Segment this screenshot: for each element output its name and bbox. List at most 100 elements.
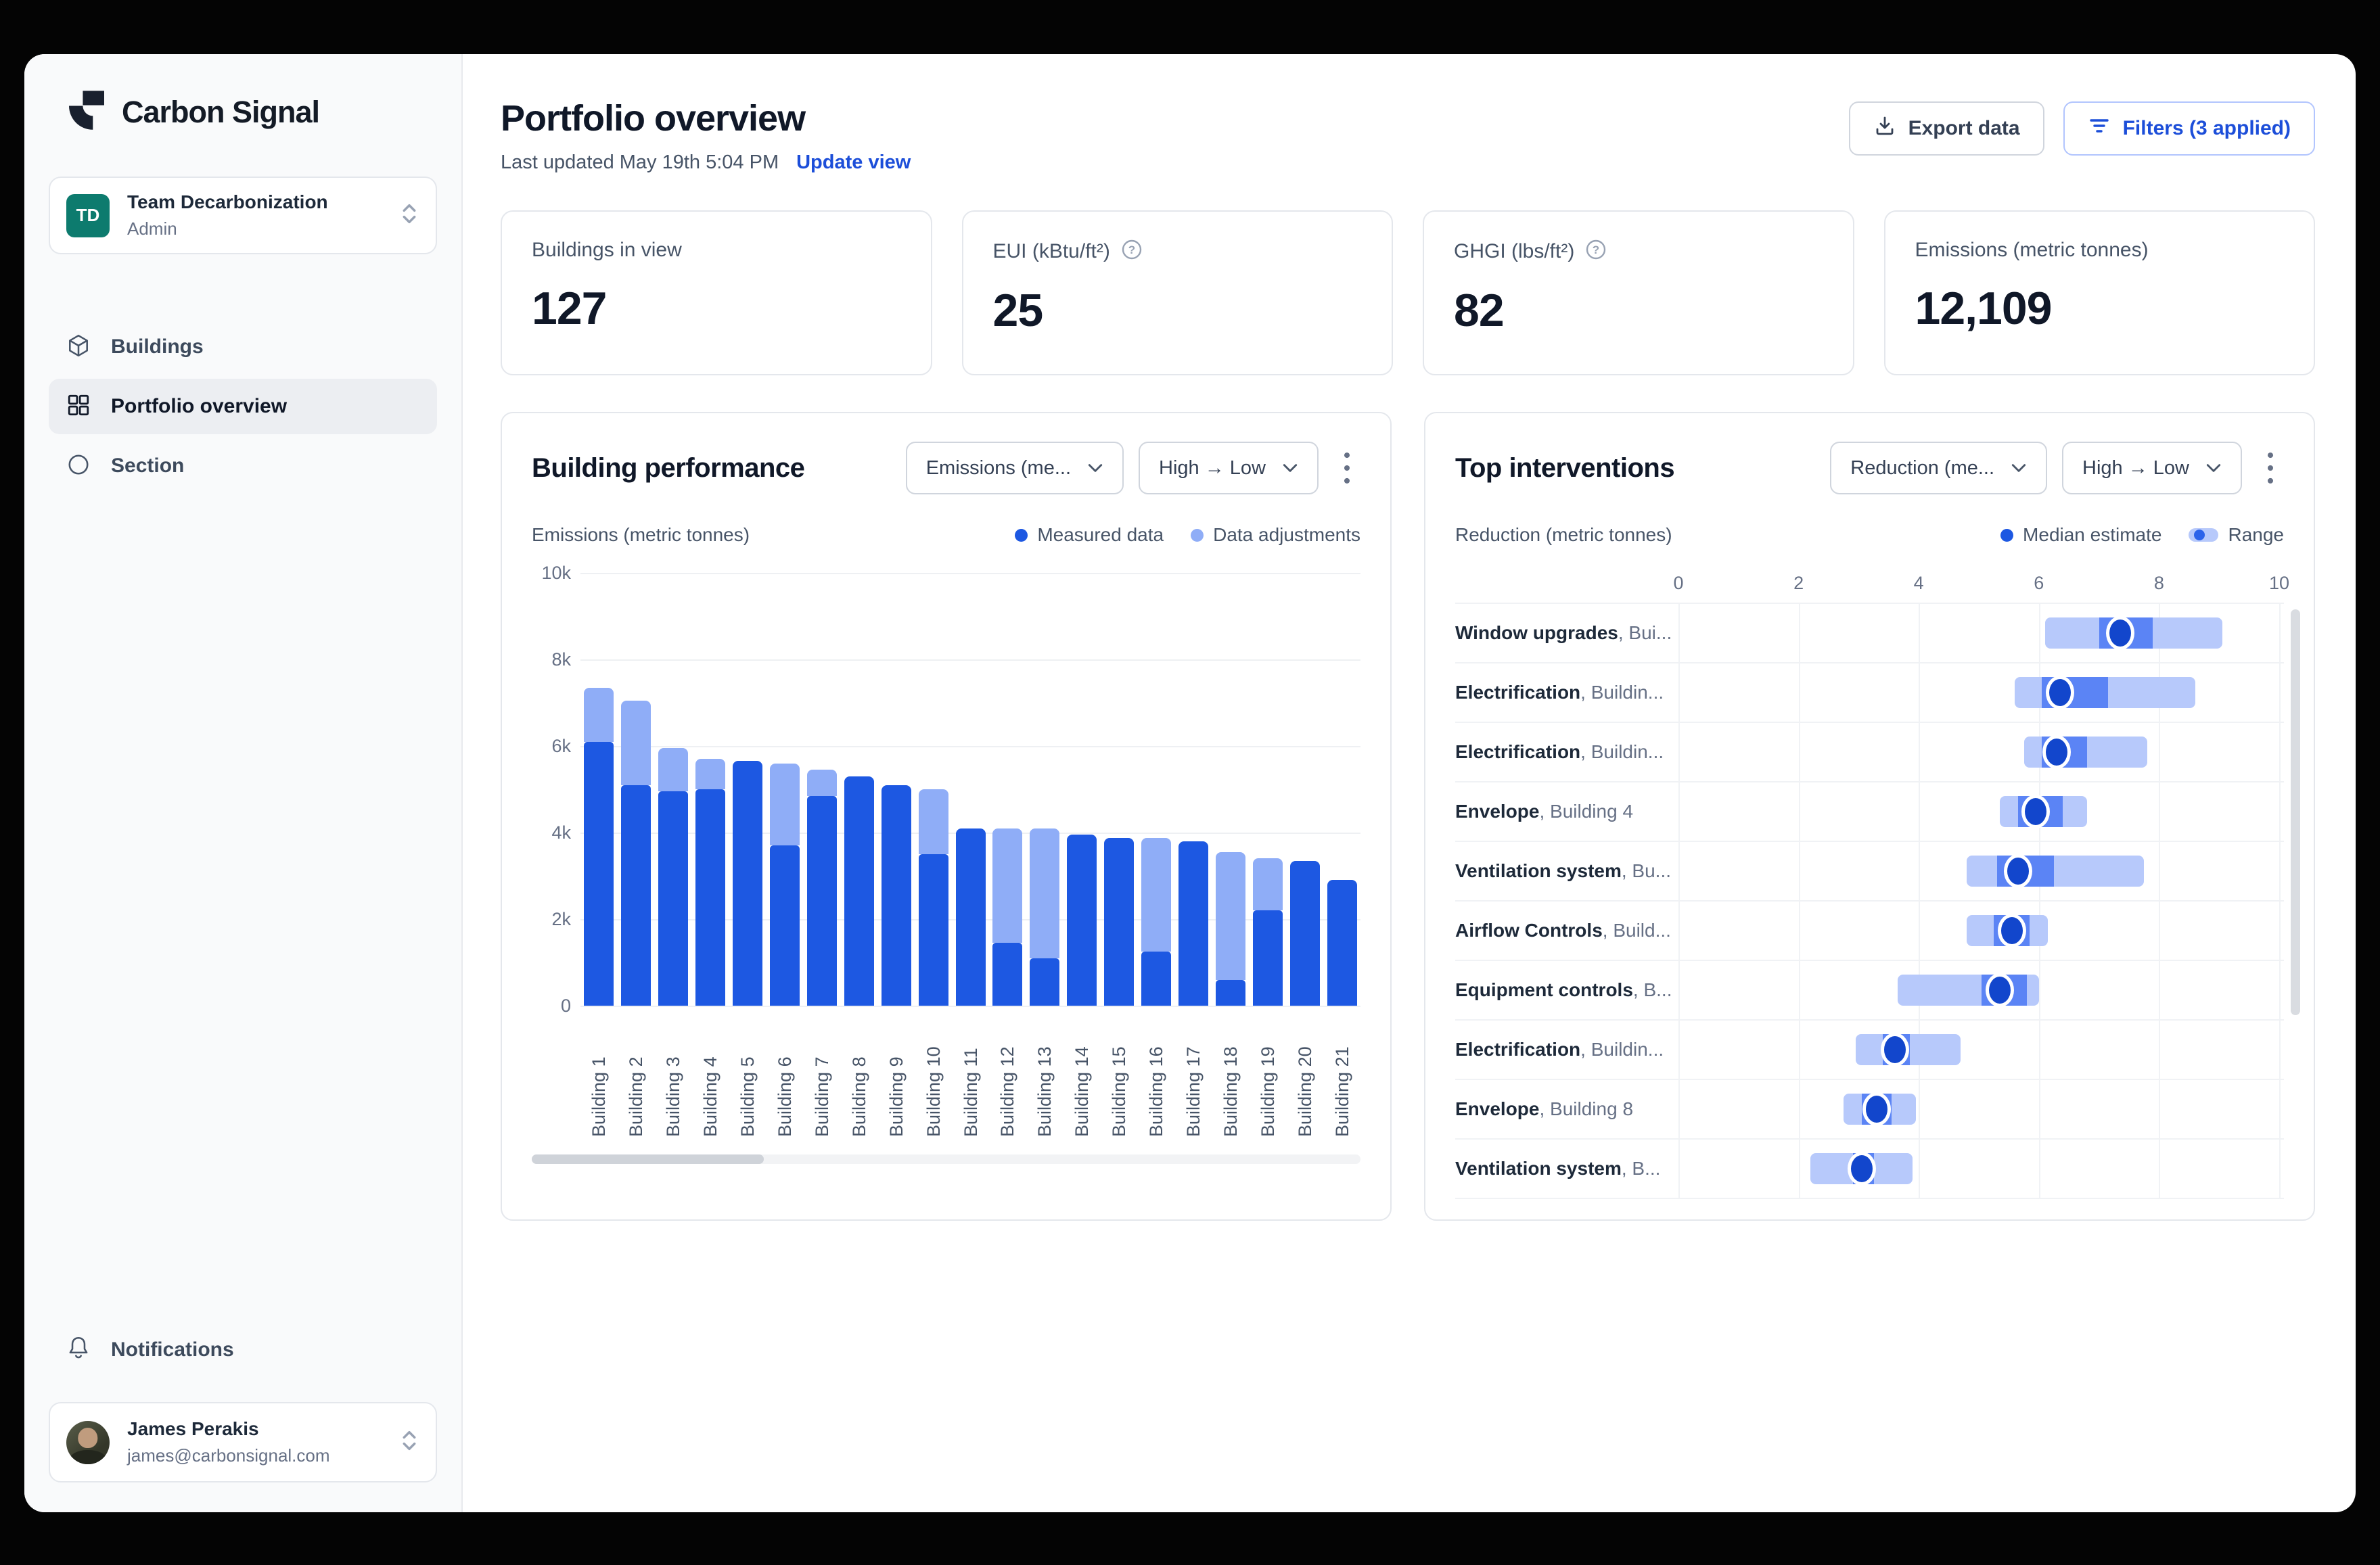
filters-button[interactable]: Filters (3 applied)	[2063, 101, 2315, 156]
bar-stack[interactable]	[955, 828, 986, 1006]
bar-segment-measured	[1030, 958, 1060, 1006]
bar-segment-measured	[769, 845, 800, 1006]
intervention-name: Ventilation system	[1455, 860, 1622, 881]
bar-slot	[1212, 573, 1249, 1006]
median-dot[interactable]	[1986, 973, 2015, 1007]
bar-stack[interactable]	[1289, 860, 1320, 1006]
bar-stack[interactable]	[1215, 851, 1245, 1006]
bar-stack[interactable]	[844, 776, 874, 1006]
bar-stack[interactable]	[769, 763, 800, 1006]
bar-stack[interactable]	[806, 770, 837, 1006]
vertical-scrollbar[interactable]	[2291, 609, 2300, 1015]
bar-stack[interactable]	[918, 789, 948, 1006]
median-dot[interactable]	[2105, 616, 2134, 650]
median-dot[interactable]	[2003, 854, 2032, 888]
intervention-building: , Buildin...	[1580, 741, 1664, 762]
bar-slot	[655, 573, 692, 1006]
bar-segment-measured	[1141, 952, 1172, 1006]
panel-menu-button[interactable]	[1333, 448, 1360, 488]
bar-slot	[840, 573, 877, 1006]
horizontal-scrollbar[interactable]	[532, 1154, 1360, 1164]
chevron-down-icon	[1282, 457, 1298, 480]
panel-title: Building performance	[532, 452, 805, 483]
bar-segment-measured	[955, 828, 986, 1006]
team-selector[interactable]: TD Team Decarbonization Admin	[49, 177, 437, 254]
bar-stack[interactable]	[992, 828, 1023, 1006]
median-dot[interactable]	[1997, 914, 2026, 948]
median-dot[interactable]	[2021, 795, 2051, 828]
sort-select[interactable]: High → Low	[2062, 442, 2242, 494]
help-icon[interactable]: ?	[1585, 239, 1607, 264]
sort-select[interactable]: High → Low	[1139, 442, 1319, 494]
help-icon[interactable]: ?	[1121, 239, 1143, 264]
median-estimate-dot-icon	[2000, 528, 2014, 542]
kpi-value: 12,109	[1915, 283, 2053, 334]
metric-select[interactable]: Emissions (me...	[905, 442, 1124, 494]
bar-stack[interactable]	[733, 761, 763, 1006]
bar-segment-adjustment	[769, 763, 800, 846]
bar-stack[interactable]	[658, 748, 689, 1006]
intervention-label: Electrification, Buildin...	[1455, 682, 1678, 703]
intervention-building: , Build...	[1602, 920, 1671, 941]
bar-segment-measured	[658, 791, 689, 1006]
gridline	[1919, 604, 1921, 1199]
intervention-name: Ventilation system	[1455, 1158, 1622, 1179]
x-axis-label-text: Building 17	[1183, 1046, 1204, 1137]
bar-stack[interactable]	[1178, 841, 1208, 1006]
gridline	[2159, 604, 2161, 1199]
user-email: james@carbonsignal.com	[127, 1445, 330, 1466]
notifications-button[interactable]: Notifications	[49, 1335, 437, 1364]
sidebar-item-portfolio-overview[interactable]: Portfolio overview	[49, 379, 437, 434]
bar-segment-measured	[1289, 860, 1320, 1006]
y-axis-tick: 8k	[551, 649, 571, 670]
range-pill-icon	[2189, 528, 2219, 542]
bar-segment-measured	[695, 789, 726, 1006]
bar-stack[interactable]	[881, 785, 911, 1006]
intervention-label: Electrification, Buildin...	[1455, 1039, 1678, 1060]
bell-icon	[66, 1335, 91, 1364]
gridline	[2038, 604, 2040, 1199]
update-view-link[interactable]: Update view	[796, 151, 911, 173]
kpi-value: 127	[532, 283, 607, 334]
range-bar[interactable]	[1967, 856, 2145, 887]
chevron-down-icon	[2205, 457, 2222, 480]
intervention-row: Electrification, Buildin...	[1455, 1021, 2284, 1080]
bar-stack[interactable]	[1104, 837, 1135, 1006]
x-axis-label-text: Building 12	[997, 1046, 1018, 1137]
user-menu[interactable]: James Perakis james@carbonsignal.com	[49, 1402, 437, 1482]
kpi-emissions: Emissions (metric tonnes) 12,109	[1883, 210, 2315, 375]
intervention-plot	[1678, 663, 2284, 722]
bar-slot	[1286, 573, 1323, 1006]
bar-stack[interactable]	[621, 700, 651, 1006]
intervention-label: Electrification, Buildin...	[1455, 741, 1678, 763]
team-role: Admin	[127, 218, 177, 239]
brand-name: Carbon Signal	[122, 94, 320, 129]
median-dot[interactable]	[1880, 1033, 1909, 1067]
bar-stack[interactable]	[1067, 835, 1097, 1006]
main-content: Portfolio overview Last updated May 19th…	[463, 54, 2356, 1512]
median-dot[interactable]	[1862, 1092, 1892, 1126]
bar-stack[interactable]	[1141, 838, 1172, 1006]
bar-stack[interactable]	[1030, 828, 1060, 1006]
bar-stack[interactable]	[1327, 880, 1357, 1006]
bar-stack[interactable]	[1252, 858, 1283, 1006]
sidebar-item-section[interactable]: Section	[49, 438, 437, 494]
metric-select[interactable]: Reduction (me...	[1830, 442, 2048, 494]
median-dot[interactable]	[2045, 676, 2074, 709]
export-data-button[interactable]: Export data	[1848, 101, 2044, 156]
sidebar-item-buildings[interactable]: Buildings	[49, 319, 437, 375]
team-avatar: TD	[66, 193, 110, 237]
intervention-label: Envelope, Building 8	[1455, 1098, 1678, 1120]
legend-median-estimate: Median estimate	[2000, 524, 2161, 546]
panel-menu-button[interactable]	[2257, 448, 2284, 488]
median-dot[interactable]	[2042, 735, 2072, 769]
scrollbar-thumb[interactable]	[532, 1154, 764, 1164]
median-dot[interactable]	[1847, 1152, 1876, 1186]
page-title: Portfolio overview	[501, 98, 806, 139]
bar-slot	[1249, 573, 1286, 1006]
range-bar[interactable]	[2015, 677, 2195, 708]
bar-stack[interactable]	[584, 687, 614, 1006]
x-axis-label-text: Building 7	[811, 1056, 832, 1137]
range-bar[interactable]	[1898, 975, 2039, 1006]
bar-stack[interactable]	[695, 759, 726, 1006]
